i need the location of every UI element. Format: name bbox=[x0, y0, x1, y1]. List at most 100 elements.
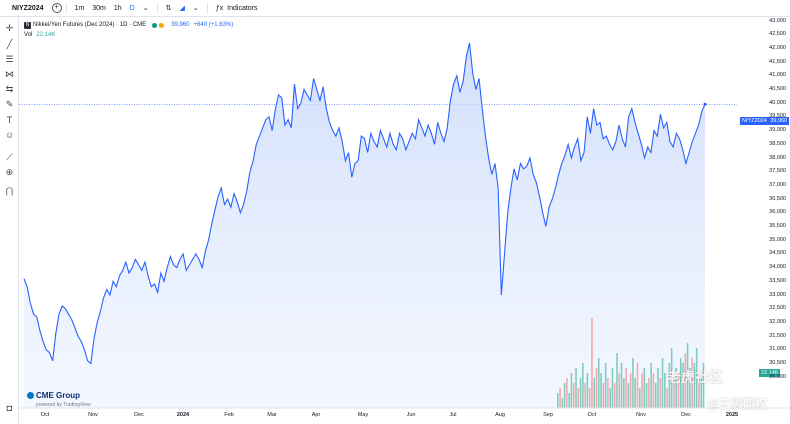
time-tick-label: Oct bbox=[587, 412, 597, 418]
price-tick-label: 40,500 bbox=[769, 86, 786, 92]
price-tick-label: 43,000 bbox=[769, 17, 786, 24]
interval-d[interactable]: D bbox=[129, 4, 135, 12]
trend-line-icon[interactable]: ╱ bbox=[6, 39, 13, 49]
exchange-icon: N bbox=[24, 21, 31, 29]
volume-value: 22.14K bbox=[36, 32, 56, 38]
volume-bar bbox=[566, 378, 568, 408]
delay-icon bbox=[159, 22, 165, 28]
interval-30m[interactable]: 30m bbox=[92, 4, 106, 12]
volume-bar bbox=[682, 363, 684, 408]
magnet-icon[interactable]: ⋂ bbox=[5, 186, 14, 196]
emoji-icon[interactable]: ☺ bbox=[4, 130, 15, 140]
time-tick-label: Feb bbox=[224, 412, 234, 418]
price-chart[interactable] bbox=[19, 17, 790, 424]
volume-bar bbox=[659, 378, 662, 408]
legend-title: Nikkei/Yen Futures (Dec 2024) · 1D · CME bbox=[33, 22, 147, 28]
text-icon[interactable]: T bbox=[6, 115, 13, 125]
volume-bar bbox=[695, 348, 698, 408]
volume-bar bbox=[668, 363, 671, 408]
price-tick-label: 38,000 bbox=[769, 154, 786, 161]
price-tick-label: 41,500 bbox=[769, 58, 786, 65]
volume-bar bbox=[636, 363, 639, 408]
volume-bar bbox=[700, 378, 703, 408]
cme-logo: CME Group bbox=[27, 391, 80, 400]
volume-bar bbox=[591, 318, 593, 408]
price-tick-label: 32,500 bbox=[769, 305, 786, 312]
price-tick-label: 33,000 bbox=[769, 291, 786, 298]
pattern-icon[interactable]: ⋈ bbox=[5, 69, 14, 79]
volume-bar bbox=[625, 368, 627, 408]
volume-bar bbox=[673, 378, 675, 408]
time-tick-label: Sep bbox=[543, 412, 553, 418]
price-tick-label: 39,000 bbox=[769, 127, 786, 134]
volume-bar bbox=[563, 383, 566, 408]
time-tick-label: Dec bbox=[681, 412, 691, 418]
last-point bbox=[703, 102, 707, 106]
price-tag-value: 39,960 bbox=[770, 118, 788, 124]
price-tick-label: 38,500 bbox=[769, 140, 786, 147]
top-toolbar: NIYZ2024 + 1m 30m 1h D ⌄ ⇅ ◢ ⌄ ƒx Indica… bbox=[0, 0, 790, 17]
volume-bar bbox=[661, 358, 664, 408]
volume-bar bbox=[561, 398, 564, 408]
crosshair-icon[interactable]: ✛ bbox=[5, 23, 14, 33]
ruler-icon[interactable]: ⟋ bbox=[6, 152, 13, 162]
price-tick-label: 31,500 bbox=[769, 332, 786, 339]
time-tick-label: Nov bbox=[636, 412, 646, 418]
symbol-search[interactable]: NIYZ2024 bbox=[12, 4, 44, 12]
volume-bar bbox=[666, 388, 668, 408]
time-tick-label: Oct bbox=[40, 412, 50, 418]
volume-tag: 22.14K bbox=[759, 369, 781, 377]
price-tick-label: 39,500 bbox=[769, 113, 786, 120]
volume-bar bbox=[595, 368, 598, 408]
time-tick-label: Apr bbox=[311, 412, 321, 418]
market-open-icon bbox=[152, 22, 158, 28]
volume-bar bbox=[645, 383, 648, 408]
interval-1h[interactable]: 1h bbox=[113, 4, 122, 12]
plus-circle-icon[interactable]: + bbox=[51, 3, 62, 13]
volume-bar bbox=[675, 368, 677, 408]
volume-bar bbox=[593, 378, 596, 408]
time-tick-label: Dec bbox=[134, 412, 144, 418]
interval-1m[interactable]: 1m bbox=[74, 4, 85, 12]
volume-bar bbox=[627, 383, 630, 408]
price-line bbox=[23, 42, 706, 365]
chevron-down-icon[interactable]: ⌄ bbox=[192, 5, 199, 12]
volume-bar bbox=[664, 373, 666, 408]
volume-bar bbox=[623, 378, 625, 408]
volume-bar bbox=[691, 358, 693, 408]
bar-style-icon[interactable]: ⇅ bbox=[165, 5, 172, 12]
volume-bar bbox=[652, 373, 655, 408]
price-area-fill bbox=[24, 42, 705, 409]
time-tick-label: May bbox=[357, 412, 369, 418]
price-tick-label: 35,000 bbox=[769, 236, 786, 243]
brush-icon[interactable]: ✎ bbox=[5, 99, 14, 109]
price-tick-label: 37,500 bbox=[769, 168, 786, 175]
price-tag-symbol: NIYZ2024 bbox=[742, 118, 767, 124]
time-tick-label: Mar bbox=[267, 412, 277, 418]
volume-bar bbox=[613, 383, 616, 408]
divider bbox=[156, 2, 158, 14]
volume-bar bbox=[579, 378, 582, 408]
price-tick-label: 42,500 bbox=[769, 31, 786, 38]
chart-legend: N Nikkei/Yen Futures (Dec 2024) · 1D · C… bbox=[24, 20, 233, 40]
volume-label: Vol bbox=[24, 32, 33, 38]
volume-bar bbox=[600, 373, 602, 408]
volume-bar bbox=[698, 373, 700, 408]
price-tick-label: 32,000 bbox=[769, 318, 786, 325]
legend-change: +640 (+1.63%) bbox=[193, 22, 234, 28]
volume-bar bbox=[686, 343, 689, 408]
camera-icon[interactable]: ◘ bbox=[6, 403, 13, 413]
volume-bar bbox=[570, 373, 573, 408]
area-chart-icon[interactable]: ◢ bbox=[179, 5, 185, 12]
indicators-button[interactable]: Indicators bbox=[227, 4, 258, 12]
projection-icon[interactable]: ⇆ bbox=[5, 84, 14, 94]
price-tick-label: 30,500 bbox=[769, 360, 786, 366]
indicators-icon[interactable]: ƒx bbox=[215, 4, 224, 12]
zoom-icon[interactable]: ⊕ bbox=[5, 167, 14, 177]
volume-bar bbox=[597, 358, 600, 408]
volume-bar bbox=[702, 363, 705, 408]
price-tick-label: 35,500 bbox=[769, 223, 786, 229]
fib-retracement-icon[interactable]: ☰ bbox=[5, 54, 14, 64]
drawing-toolbar: ✛ ╱ ☰ ⋈ ⇆ ✎ T ☺ ⟋ ⊕ ⋂ ◘ bbox=[0, 17, 19, 424]
chevron-down-icon[interactable]: ⌄ bbox=[142, 5, 149, 12]
